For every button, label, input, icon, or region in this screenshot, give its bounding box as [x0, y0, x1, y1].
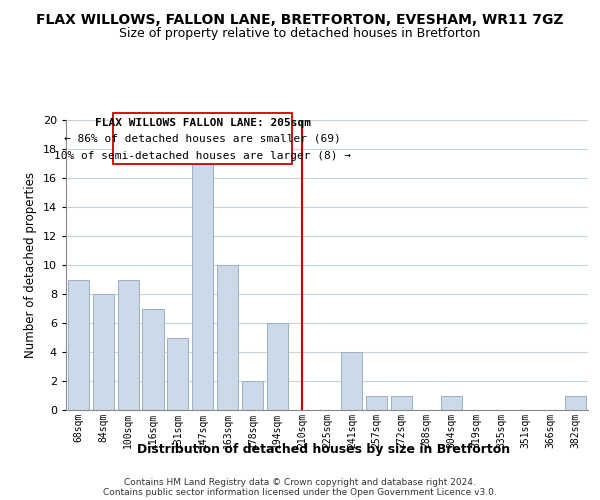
Text: FLAX WILLOWS FALLON LANE: 205sqm: FLAX WILLOWS FALLON LANE: 205sqm — [95, 118, 311, 128]
Bar — [267, 323, 288, 410]
Text: Contains public sector information licensed under the Open Government Licence v3: Contains public sector information licen… — [103, 488, 497, 497]
Bar — [341, 352, 362, 410]
Text: 10% of semi-detached houses are larger (8) →: 10% of semi-detached houses are larger (… — [54, 151, 351, 161]
Text: FLAX WILLOWS, FALLON LANE, BRETFORTON, EVESHAM, WR11 7GZ: FLAX WILLOWS, FALLON LANE, BRETFORTON, E… — [36, 12, 564, 26]
Bar — [366, 396, 387, 410]
Text: Distribution of detached houses by size in Bretforton: Distribution of detached houses by size … — [137, 444, 511, 456]
Bar — [142, 308, 164, 410]
Bar — [217, 265, 238, 410]
Bar — [93, 294, 114, 410]
Text: ← 86% of detached houses are smaller (69): ← 86% of detached houses are smaller (69… — [64, 134, 341, 144]
Bar — [391, 396, 412, 410]
FancyBboxPatch shape — [113, 113, 292, 164]
Bar — [242, 381, 263, 410]
Bar — [118, 280, 139, 410]
Text: Contains HM Land Registry data © Crown copyright and database right 2024.: Contains HM Land Registry data © Crown c… — [124, 478, 476, 487]
Text: Size of property relative to detached houses in Bretforton: Size of property relative to detached ho… — [119, 28, 481, 40]
Y-axis label: Number of detached properties: Number of detached properties — [24, 172, 37, 358]
Bar — [441, 396, 462, 410]
Bar — [565, 396, 586, 410]
Bar — [192, 164, 213, 410]
Bar — [68, 280, 89, 410]
Bar — [167, 338, 188, 410]
